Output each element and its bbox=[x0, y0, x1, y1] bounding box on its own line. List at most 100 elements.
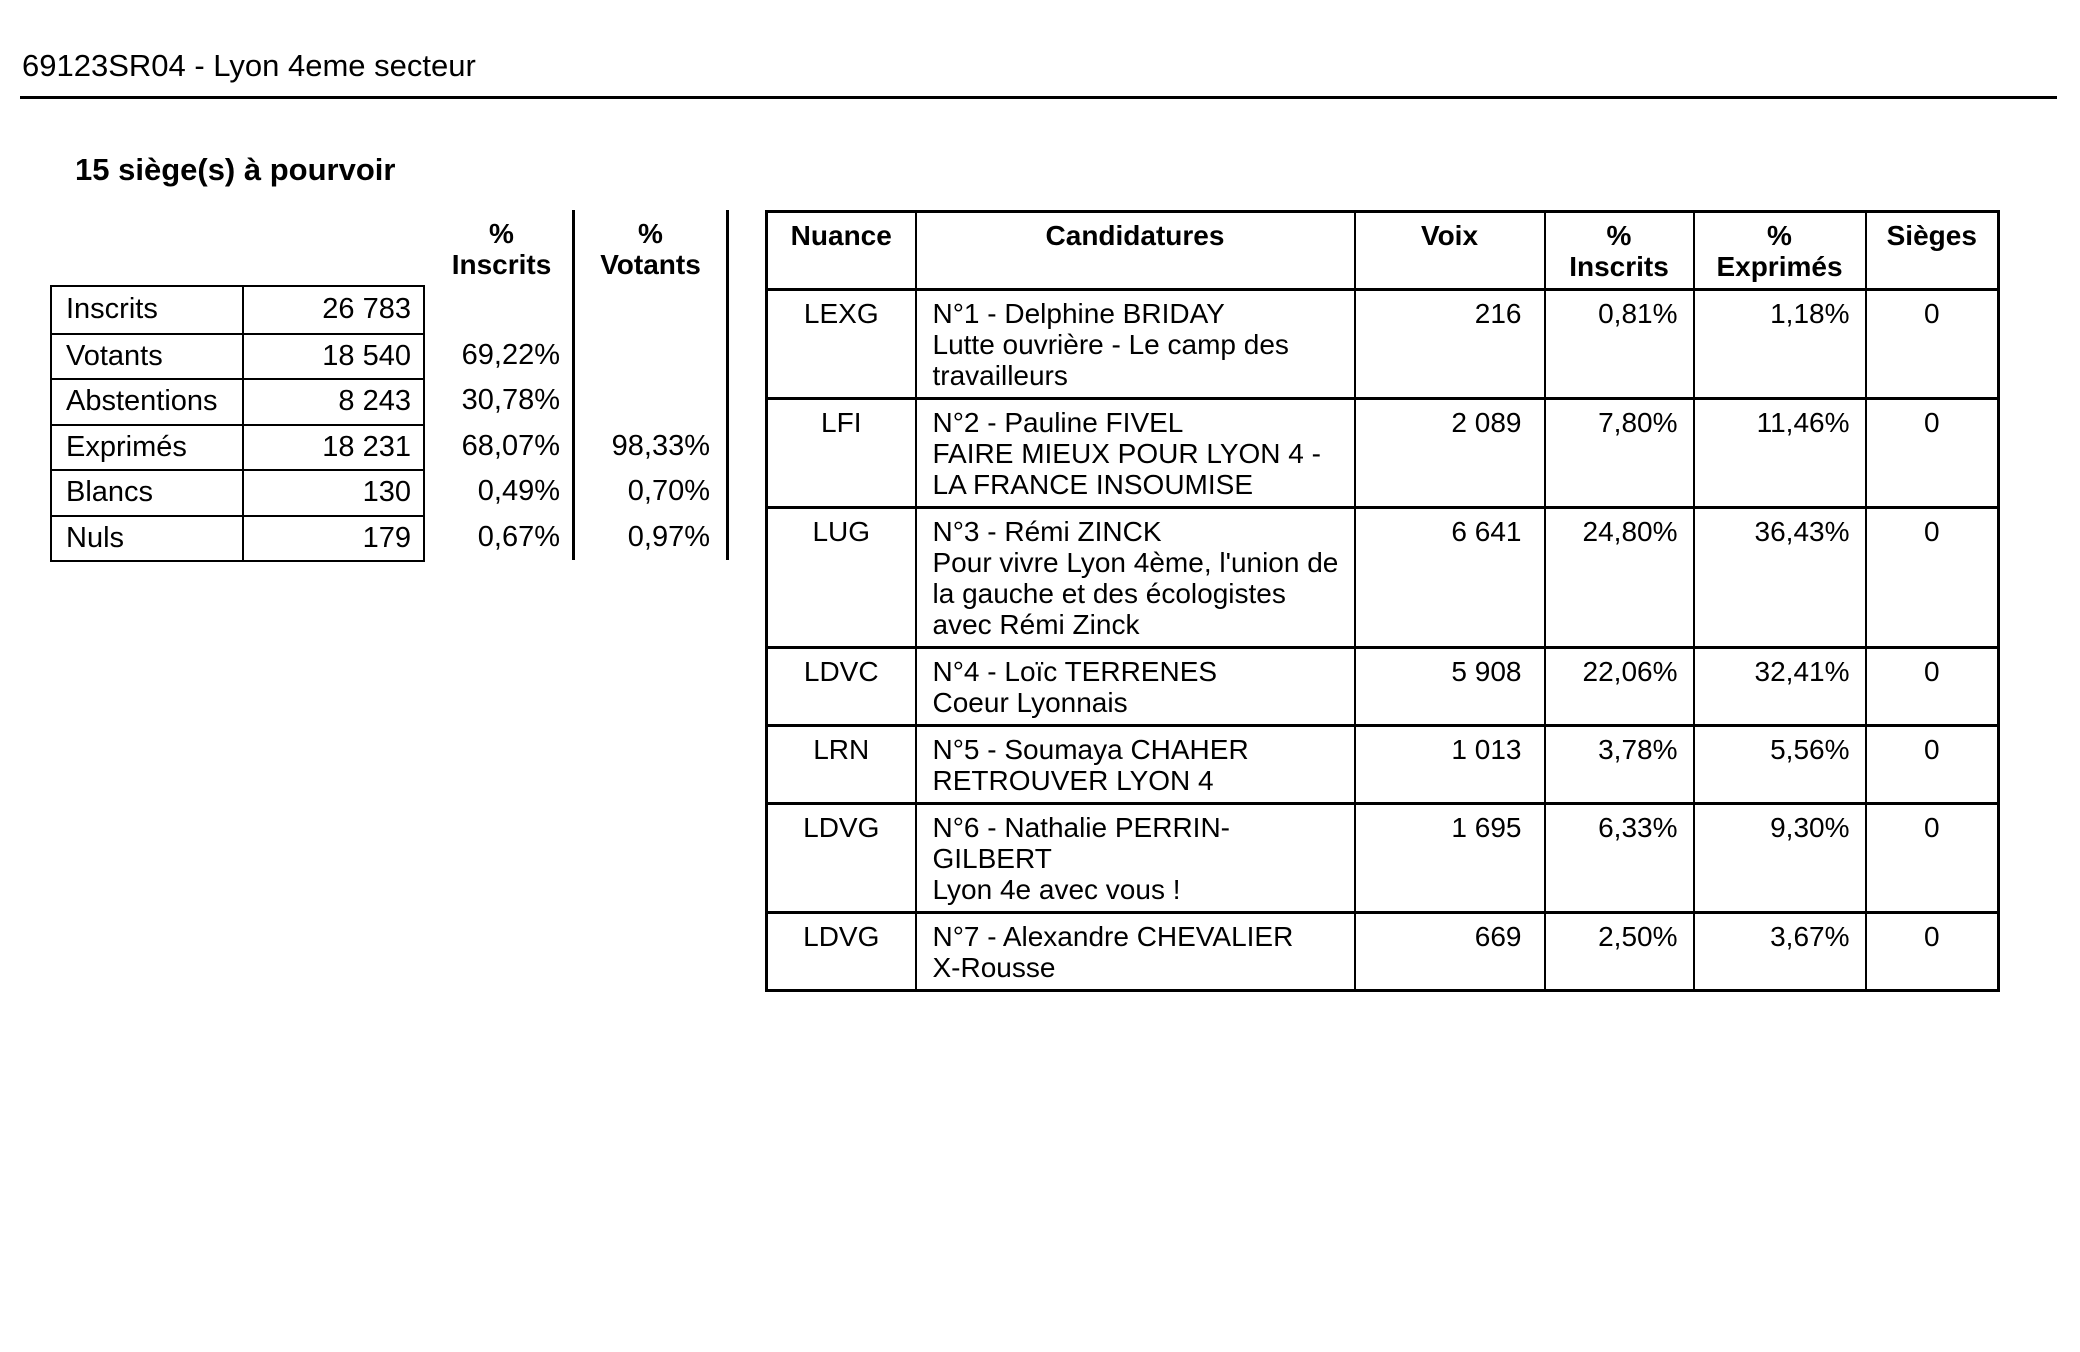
results-row: LFI N°2 - Pauline FIVEL FAIRE MIEUX POUR… bbox=[765, 397, 2000, 509]
pct-inscrits-cell: 22,06% bbox=[1543, 646, 1695, 727]
sieges-cell: 0 bbox=[1864, 646, 2000, 727]
list-name: Lutte ouvrière - Le camp des travailleur… bbox=[932, 329, 1289, 391]
pct-exprimes-cell: 5,56% bbox=[1692, 724, 1867, 805]
summary-pct-inscrits-header: % Inscrits bbox=[430, 218, 573, 280]
pct-value: 0,97% bbox=[627, 520, 710, 553]
pct-exprimes-cell: 1,18% bbox=[1692, 288, 1867, 400]
candidate-name: N°2 - Pauline FIVEL bbox=[932, 407, 1184, 438]
pct-value bbox=[578, 287, 710, 333]
results-header-sieges: Sièges bbox=[1864, 210, 2000, 291]
pct-value: 30,78% bbox=[461, 384, 560, 417]
list-name: Coeur Lyonnais bbox=[932, 687, 1128, 718]
pct-value: 69,22% bbox=[461, 338, 560, 371]
candidatures-cell: N°2 - Pauline FIVEL FAIRE MIEUX POUR LYO… bbox=[914, 397, 1356, 509]
results-header-voix: Voix bbox=[1353, 210, 1546, 291]
candidate-name: N°6 - Nathalie PERRIN-GILBERT bbox=[932, 812, 1231, 874]
summary-label: Inscrits bbox=[66, 293, 158, 326]
voix-cell: 5 908 bbox=[1353, 646, 1546, 727]
voix-cell: 2 089 bbox=[1353, 397, 1546, 509]
pct-exprimes-cell: 9,30% bbox=[1692, 802, 1867, 914]
list-name: FAIRE MIEUX POUR LYON 4 - LA FRANCE INSO… bbox=[932, 438, 1321, 500]
pct-value bbox=[430, 287, 560, 333]
voix-cell: 216 bbox=[1353, 288, 1546, 400]
sieges-cell: 0 bbox=[1864, 724, 2000, 805]
summary-pct-votants-header: % Votants bbox=[578, 218, 723, 280]
candidate-name: N°7 - Alexandre CHEVALIER bbox=[932, 921, 1294, 952]
summary-label: Exprimés bbox=[66, 430, 187, 463]
pct-exprimes-cell: 11,46% bbox=[1692, 397, 1867, 509]
summary-column-rule-2 bbox=[726, 210, 729, 560]
summary-value: 26 783 bbox=[242, 287, 423, 333]
summary-value: 8 243 bbox=[242, 380, 423, 424]
voix-cell: 1 013 bbox=[1353, 724, 1546, 805]
voix-cell: 669 bbox=[1353, 911, 1546, 992]
summary-value: 179 bbox=[242, 516, 423, 560]
results-header-pct-inscrits-line1: % bbox=[1606, 220, 1632, 251]
list-name: X-Rousse bbox=[932, 952, 1056, 983]
summary-pct-inscrits-header-line1: % bbox=[489, 218, 514, 249]
summary-row: Blancs 130 bbox=[52, 469, 423, 515]
nuance-cell: LDVC bbox=[765, 646, 917, 727]
nuance-cell: LFI bbox=[765, 397, 917, 509]
results-row: LDVC N°4 - Loïc TERRENES Coeur Lyonnais … bbox=[765, 646, 2000, 727]
nuance-cell: LDVG bbox=[765, 802, 917, 914]
candidate-name: N°5 - Soumaya CHAHER bbox=[932, 734, 1249, 765]
results-header-pct-exprimes-line1: % bbox=[1767, 220, 1792, 251]
summary-row: Votants 18 540 bbox=[52, 332, 423, 378]
pct-inscrits-cell: 3,78% bbox=[1543, 724, 1695, 805]
pct-inscrits-cell: 6,33% bbox=[1543, 802, 1695, 914]
summary-value: 18 231 bbox=[242, 425, 423, 469]
summary-pct-votants-header-line2: Votants bbox=[600, 249, 701, 280]
pct-value bbox=[578, 378, 710, 424]
summary-pct-inscrits-header-line2: Inscrits bbox=[451, 249, 552, 280]
summary-pct-inscrits-values: 69,22% 30,78% 68,07% 0,49% 0,67% bbox=[430, 287, 560, 560]
pct-value: 0,49% bbox=[477, 475, 560, 508]
pct-value: 98,33% bbox=[611, 429, 710, 462]
candidatures-cell: N°5 - Soumaya CHAHER RETROUVER LYON 4 bbox=[914, 724, 1356, 805]
pct-value: 0,70% bbox=[627, 475, 710, 508]
summary-row: Exprimés 18 231 bbox=[52, 423, 423, 469]
summary-row: Nuls 179 bbox=[52, 514, 423, 560]
sieges-cell: 0 bbox=[1864, 397, 2000, 509]
nuance-cell: LEXG bbox=[765, 288, 917, 400]
results-header-candidatures: Candidatures bbox=[914, 210, 1356, 291]
candidatures-cell: N°7 - Alexandre CHEVALIER X-Rousse bbox=[914, 911, 1356, 992]
results-header-row: Nuance Candidatures Voix % Inscrits % Ex… bbox=[765, 210, 2000, 291]
summary-value: 18 540 bbox=[242, 334, 423, 378]
candidatures-cell: N°3 - Rémi ZINCK Pour vivre Lyon 4ème, l… bbox=[914, 506, 1356, 649]
results-header-pct-exprimes: % Exprimés bbox=[1692, 210, 1867, 291]
sieges-cell: 0 bbox=[1864, 506, 2000, 649]
results-table: Nuance Candidatures Voix % Inscrits % Ex… bbox=[765, 210, 2000, 992]
seats-heading: 15 siège(s) à pourvoir bbox=[75, 152, 396, 187]
summary-row: Inscrits 26 783 bbox=[52, 287, 423, 333]
summary-label: Nuls bbox=[66, 521, 125, 554]
results-row: LRN N°5 - Soumaya CHAHER RETROUVER LYON … bbox=[765, 724, 2000, 805]
results-row: LDVG N°6 - Nathalie PERRIN-GILBERT Lyon … bbox=[765, 802, 2000, 914]
pct-value: 0,67% bbox=[477, 520, 560, 553]
summary-pct-votants-header-line1: % bbox=[638, 218, 663, 249]
candidate-name: N°4 - Loïc TERRENES bbox=[932, 656, 1218, 687]
pct-value: 68,07% bbox=[461, 429, 560, 462]
voix-cell: 6 641 bbox=[1353, 506, 1546, 649]
summary-label: Abstentions bbox=[66, 385, 218, 418]
summary-pct-votants-values: 98,33% 0,70% 0,97% bbox=[578, 287, 710, 560]
list-name: Lyon 4e avec vous ! bbox=[932, 874, 1181, 905]
summary-row: Abstentions 8 243 bbox=[52, 378, 423, 424]
pct-exprimes-cell: 36,43% bbox=[1692, 506, 1867, 649]
nuance-cell: LUG bbox=[765, 506, 917, 649]
summary-label: Votants bbox=[66, 339, 163, 372]
list-name: Pour vivre Lyon 4ème, l'union de la gauc… bbox=[932, 547, 1339, 640]
pct-inscrits-cell: 0,81% bbox=[1543, 288, 1695, 400]
summary-column-rule-1 bbox=[572, 210, 575, 560]
results-row: LUG N°3 - Rémi ZINCK Pour vivre Lyon 4èm… bbox=[765, 506, 2000, 649]
results-row: LEXG N°1 - Delphine BRIDAY Lutte ouvrièr… bbox=[765, 288, 2000, 400]
candidatures-cell: N°1 - Delphine BRIDAY Lutte ouvrière - L… bbox=[914, 288, 1356, 400]
pct-exprimes-cell: 3,67% bbox=[1692, 911, 1867, 992]
nuance-cell: LDVG bbox=[765, 911, 917, 992]
sieges-cell: 0 bbox=[1864, 802, 2000, 914]
nuance-cell: LRN bbox=[765, 724, 917, 805]
voix-cell: 1 695 bbox=[1353, 802, 1546, 914]
page-title: 69123SR04 - Lyon 4eme secteur bbox=[22, 48, 476, 83]
pct-inscrits-cell: 24,80% bbox=[1543, 506, 1695, 649]
